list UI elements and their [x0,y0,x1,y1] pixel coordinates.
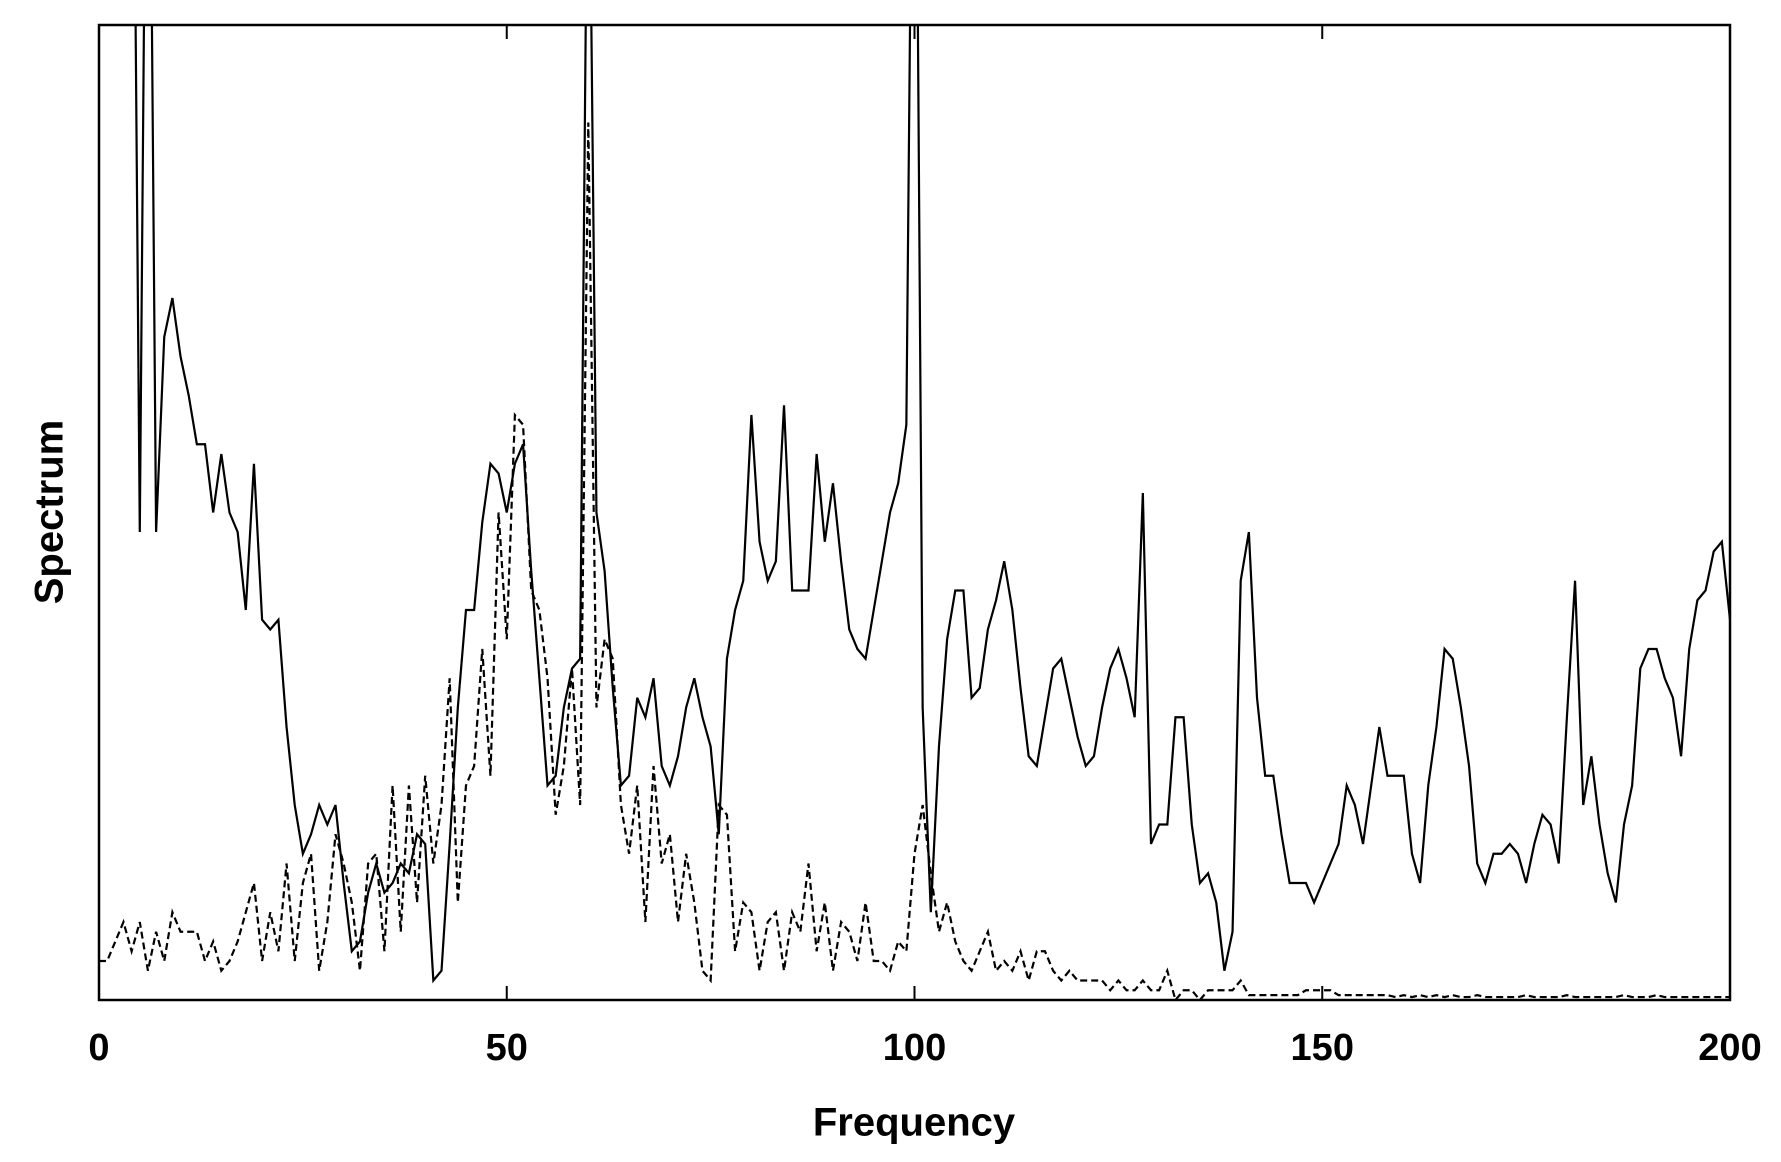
y-axis-title: Spectrum [28,420,72,605]
x-axis-title: Frequency [813,1101,1016,1145]
data-line [99,122,1730,1000]
x-tick-label: 0 [88,1027,109,1069]
x-tick-label: 50 [486,1027,528,1069]
x-tick-label: 150 [1291,1027,1354,1069]
plot-area [99,25,1730,1000]
x-tick-label: 200 [1698,1027,1761,1069]
data-line [134,25,1730,984]
plot-frame [97,23,1732,1002]
x-tick-label: 100 [883,1027,946,1069]
